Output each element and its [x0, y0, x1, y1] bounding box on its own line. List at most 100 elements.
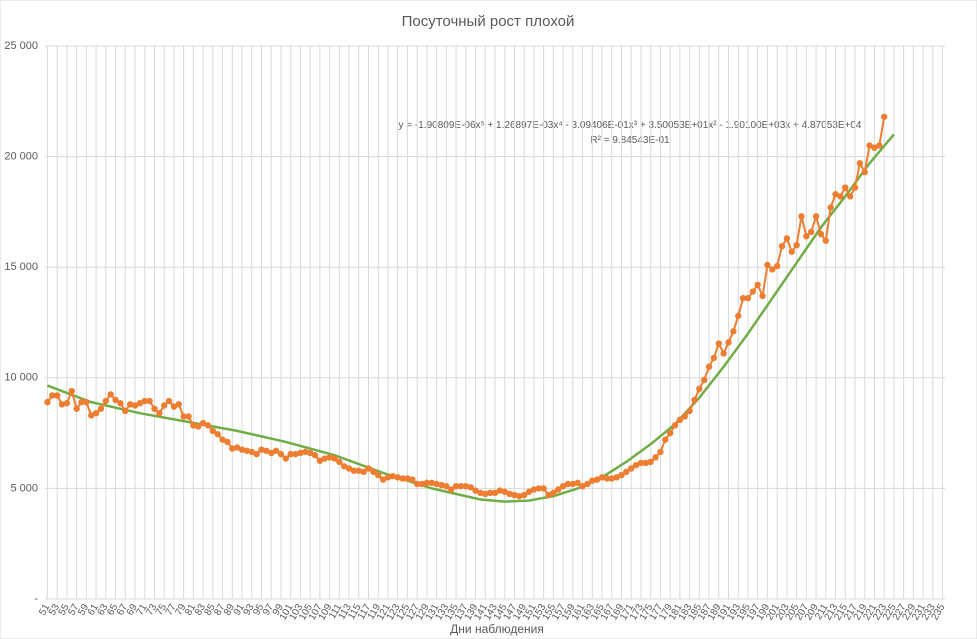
x-axis-title: Дни наблюдения [450, 622, 544, 636]
data-point [676, 416, 684, 424]
x-tick-label: 81 [183, 602, 198, 618]
x-tick-label: 83 [193, 602, 208, 618]
data-point [297, 449, 304, 457]
data-point [540, 485, 547, 492]
data-point [618, 471, 625, 479]
data-point [409, 476, 416, 483]
data-point [851, 184, 859, 191]
data-point [68, 387, 75, 395]
data-point [749, 288, 757, 295]
data-point [199, 419, 207, 427]
data-point [613, 474, 620, 481]
data-point [705, 363, 713, 370]
data-point [175, 401, 182, 408]
data-point [827, 204, 834, 211]
x-tick-label: 85 [203, 602, 218, 618]
data-point [696, 385, 703, 393]
y-tick-label: 10 000 [4, 372, 38, 384]
data-point [467, 484, 474, 491]
data-point [253, 450, 260, 458]
data-point [486, 489, 494, 497]
data-point [642, 459, 650, 467]
data-point [725, 339, 732, 346]
x-tick-label: 57 [66, 602, 81, 618]
data-point [190, 422, 197, 429]
data-point [258, 446, 265, 453]
data-point [365, 465, 372, 472]
data-point [501, 488, 508, 495]
data-point [603, 475, 611, 482]
data-point [326, 454, 333, 461]
data-point [662, 436, 669, 443]
data-point [472, 487, 479, 494]
data-point [345, 465, 353, 472]
data-point [671, 422, 679, 429]
x-tick-label: 79 [173, 602, 188, 618]
x-tick-label: 75 [154, 602, 169, 618]
data-point [350, 467, 358, 474]
data-point [623, 468, 630, 476]
data-point [399, 475, 406, 482]
data-point [842, 184, 849, 191]
trend-r2: R² = 9.84543E-01 [590, 135, 670, 146]
data-point [535, 485, 542, 492]
x-tick-label: 53 [47, 602, 62, 618]
data-point [136, 400, 144, 407]
data-point [555, 486, 562, 493]
data-point [861, 168, 868, 176]
data-point [204, 422, 212, 429]
data-point [880, 113, 888, 120]
data-point [180, 413, 187, 420]
chart-title: Посуточный рост плохой [402, 13, 575, 30]
data-point [666, 429, 674, 437]
data-point [506, 490, 513, 498]
data-point [856, 160, 864, 167]
data-point [477, 489, 484, 497]
data-point [876, 142, 883, 149]
data-point [715, 340, 722, 347]
data-point [336, 458, 343, 466]
data-point [316, 457, 324, 464]
data-point [511, 491, 518, 499]
data-point [428, 479, 435, 487]
data-point [73, 405, 80, 412]
data-point [837, 193, 844, 200]
data-point [277, 450, 285, 458]
data-point [637, 459, 645, 467]
y-tick-label: 5 000 [10, 482, 38, 494]
data-point [209, 427, 217, 435]
data-point [58, 401, 66, 408]
data-point [584, 480, 591, 488]
data-point [49, 392, 56, 399]
x-tick-label: 93 [242, 602, 257, 618]
data-point [793, 241, 800, 249]
data-point [248, 448, 255, 456]
data-point [151, 405, 158, 412]
data-point [78, 398, 85, 406]
data-point [778, 242, 786, 250]
data-point [170, 403, 178, 410]
data-point [448, 486, 455, 493]
data-point [122, 407, 129, 415]
data-point [88, 412, 95, 419]
data-point [866, 142, 873, 149]
data-point [331, 455, 338, 462]
data-point [871, 144, 878, 151]
data-point [822, 237, 830, 244]
data-point [238, 446, 246, 453]
data-point [550, 489, 557, 497]
x-tick-label: 71 [135, 602, 150, 618]
data-point [598, 474, 606, 481]
data-point [287, 450, 294, 458]
data-point [156, 409, 163, 417]
y-tick-label: 25 000 [4, 40, 38, 52]
data-point [185, 413, 192, 420]
data-point [418, 480, 426, 488]
data-point [384, 474, 392, 481]
data-point [292, 450, 299, 458]
trend-line [46, 133, 895, 503]
data-point [311, 452, 319, 459]
data-point [457, 482, 465, 490]
